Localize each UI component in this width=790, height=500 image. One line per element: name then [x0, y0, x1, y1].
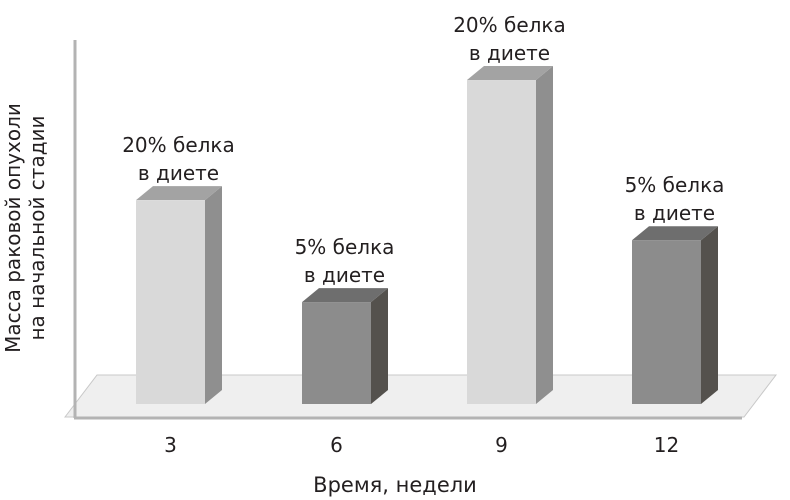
- bar-6: [302, 288, 388, 404]
- bar-face: [302, 302, 371, 404]
- bar-side: [371, 288, 388, 404]
- bar-top: [136, 186, 222, 201]
- bar-annotation: 5% белка: [625, 173, 725, 197]
- bar-9: [467, 66, 553, 404]
- bar-annotation: в диете: [138, 161, 219, 185]
- bar-top: [467, 66, 553, 81]
- x-tick-label: 3: [164, 433, 177, 457]
- bar-annotation: 20% белка: [122, 133, 235, 157]
- bar-annotation: 20% белка: [453, 13, 566, 37]
- bar-side: [205, 186, 222, 404]
- bar-top: [632, 226, 718, 241]
- bar-face: [632, 240, 701, 404]
- bar-annotation: в диете: [634, 201, 715, 225]
- bar-side: [701, 226, 718, 404]
- bar-annotation: в диете: [469, 41, 550, 65]
- x-axis-label: Время, недели: [313, 473, 477, 497]
- bar-face: [136, 200, 205, 404]
- bar-12: [632, 226, 718, 404]
- bar-annotation: 5% белка: [295, 235, 395, 259]
- bar-3: [136, 186, 222, 404]
- y-axis-label-line2: на начальной стадии: [25, 115, 49, 340]
- bar-annotation: в диете: [304, 263, 385, 287]
- y-axis-label-line1: Масса раковой опухоли: [1, 103, 25, 353]
- x-tick-label: 12: [654, 433, 679, 457]
- bar-side: [536, 66, 553, 404]
- bar-face: [467, 80, 536, 404]
- x-tick-label: 6: [330, 433, 343, 457]
- bar-top: [302, 288, 388, 303]
- x-tick-label: 9: [495, 433, 508, 457]
